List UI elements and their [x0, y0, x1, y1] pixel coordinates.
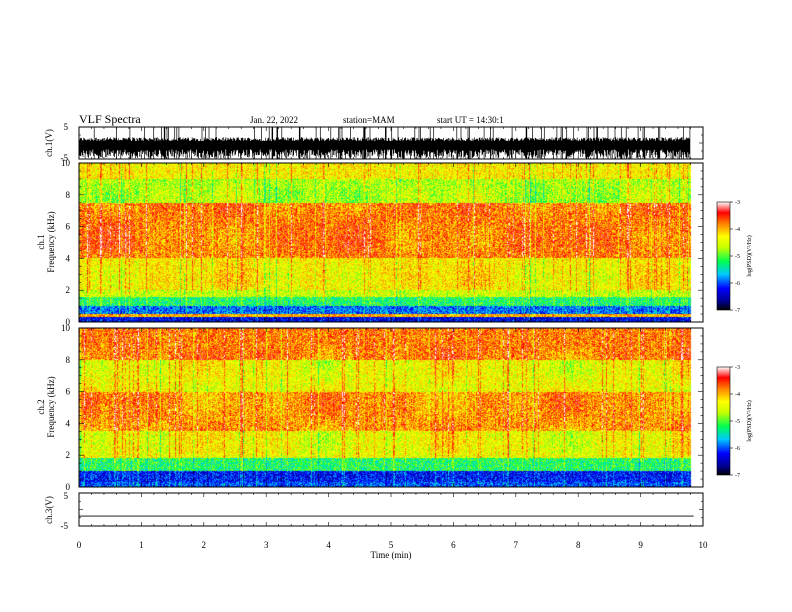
start-time-label: start UT = 14:30:1 — [437, 115, 504, 125]
ch3-waveform-frame — [78, 492, 704, 527]
freq-tick-label: 8 — [66, 190, 71, 200]
colorbar-tick-label: -7 — [735, 473, 740, 479]
time-axis-label: Time (min) — [371, 550, 412, 560]
ch1-colorbar-label: log(PSD)(V²/Hz) — [746, 235, 753, 276]
freq-tick-label: 4 — [66, 253, 71, 263]
freq-tick-label: 4 — [66, 418, 71, 428]
time-tick-label: 3 — [264, 540, 269, 550]
ch1-spectrogram-canvas — [79, 163, 703, 322]
ch1-spectrogram-ylabel-channel: ch.1 — [36, 234, 46, 249]
ch1-spectrogram-panel: 0 2 4 6 8 10 ch.1 Frequency (kHz) — [36, 158, 704, 327]
time-tick-label: 8 — [576, 540, 581, 550]
colorbar-tick-label: -5 — [735, 254, 740, 260]
time-tick-label: 10 — [699, 540, 709, 550]
freq-tick-label: 8 — [66, 355, 71, 365]
ch1-spectrogram-ytick-labels: 0 2 4 6 8 10 — [61, 158, 71, 327]
time-tick-label: 9 — [638, 540, 643, 550]
time-tick-label: 4 — [326, 540, 331, 550]
figure-title: VLF Spectra — [79, 112, 141, 126]
ch2-spectrogram-ylabel: Frequency (kHz) — [46, 376, 56, 437]
ch3-ytick-bottom: -5 — [61, 521, 69, 531]
freq-tick-label: 2 — [66, 285, 71, 295]
ch3-ytick-top: 5 — [64, 491, 69, 501]
ch3-waveform-panel: 5 -5 ch.3(V) 0 1 2 3 4 5 6 7 8 9 10 Time (min) — [44, 491, 708, 560]
header: VLF Spectra Jan. 22, 2022 station=MAM st… — [79, 112, 504, 126]
ch1-ytick-bottom: -5 — [61, 153, 69, 163]
colorbar-tick-label: -4 — [735, 227, 740, 233]
freq-tick-label: 2 — [66, 450, 71, 460]
ch1-spectrogram-ticks — [78, 162, 704, 323]
ch1-waveform-ticks — [78, 126, 704, 160]
ch1-waveform-trace — [79, 127, 691, 159]
time-tick-label: 0 — [77, 540, 82, 550]
station-label: station=MAM — [343, 115, 395, 125]
colorbar-tick-label: -6 — [735, 281, 740, 287]
ch1-colorbar-gradient — [716, 201, 731, 311]
ch2-colorbar-label: log(PSD)(V²/Hz) — [746, 400, 753, 441]
freq-tick-label: 6 — [66, 222, 71, 232]
ch3-waveform-ylabel: ch.3(V) — [44, 496, 54, 524]
colorbar-tick-label: -4 — [735, 392, 740, 398]
ch1-colorbar-ticks: -3 -4 -5 -6 -7 — [730, 200, 740, 314]
time-tick-label: 7 — [514, 540, 519, 550]
time-tick-label: 6 — [451, 540, 456, 550]
time-axis-tick-labels: 0 1 2 3 4 5 6 7 8 9 10 — [77, 540, 708, 550]
colorbar-tick-label: -3 — [735, 365, 740, 371]
freq-tick-label: 10 — [61, 323, 71, 333]
freq-tick-label: 0 — [66, 317, 71, 327]
freq-tick-label: 10 — [61, 158, 71, 168]
ch2-spectrogram-image — [79, 328, 703, 487]
colorbar-tick-label: -7 — [735, 308, 740, 314]
ch2-colorbar: -3 -4 -5 -6 -7 log(PSD)(V²/Hz) — [716, 365, 753, 479]
ch1-spectrogram-image — [79, 163, 703, 322]
time-tick-label: 5 — [389, 540, 394, 550]
ch1-colorbar: -3 -4 -5 -6 -7 log(PSD)(V²/Hz) — [716, 200, 753, 314]
ch2-colorbar-ticks: -3 -4 -5 -6 -7 — [730, 365, 740, 479]
colorbar-tick-label: -6 — [735, 446, 740, 452]
ch1-waveform-panel: 5 -5 ch.1(V) — [44, 122, 704, 163]
ch1-ytick-top: 5 — [64, 122, 69, 132]
ch1-spectrogram-ylabel: Frequency (kHz) — [46, 211, 56, 272]
ch1-waveform-ylabel: ch.1(V) — [44, 129, 54, 157]
colorbar-tick-label: -5 — [735, 419, 740, 425]
ch2-spectrogram-panel: 0 2 4 6 8 10 ch.2 Frequency (kHz) — [36, 323, 704, 492]
time-tick-label: 2 — [202, 540, 207, 550]
freq-tick-label: 0 — [66, 482, 71, 492]
ch3-waveform-ticks — [78, 492, 704, 527]
freq-tick-label: 6 — [66, 387, 71, 397]
ch2-spectrogram-ticks — [78, 327, 704, 488]
ch2-colorbar-gradient — [716, 366, 731, 476]
ch2-spectrogram-canvas — [79, 328, 703, 487]
ch2-spectrogram-ylabel-channel: ch.2 — [36, 399, 46, 414]
date-label: Jan. 22, 2022 — [250, 115, 298, 125]
colorbar-tick-label: -3 — [735, 200, 740, 206]
time-tick-label: 1 — [139, 540, 144, 550]
ch1-waveform-line — [79, 127, 691, 159]
ch2-spectrogram-ytick-labels: 0 2 4 6 8 10 — [61, 323, 71, 492]
